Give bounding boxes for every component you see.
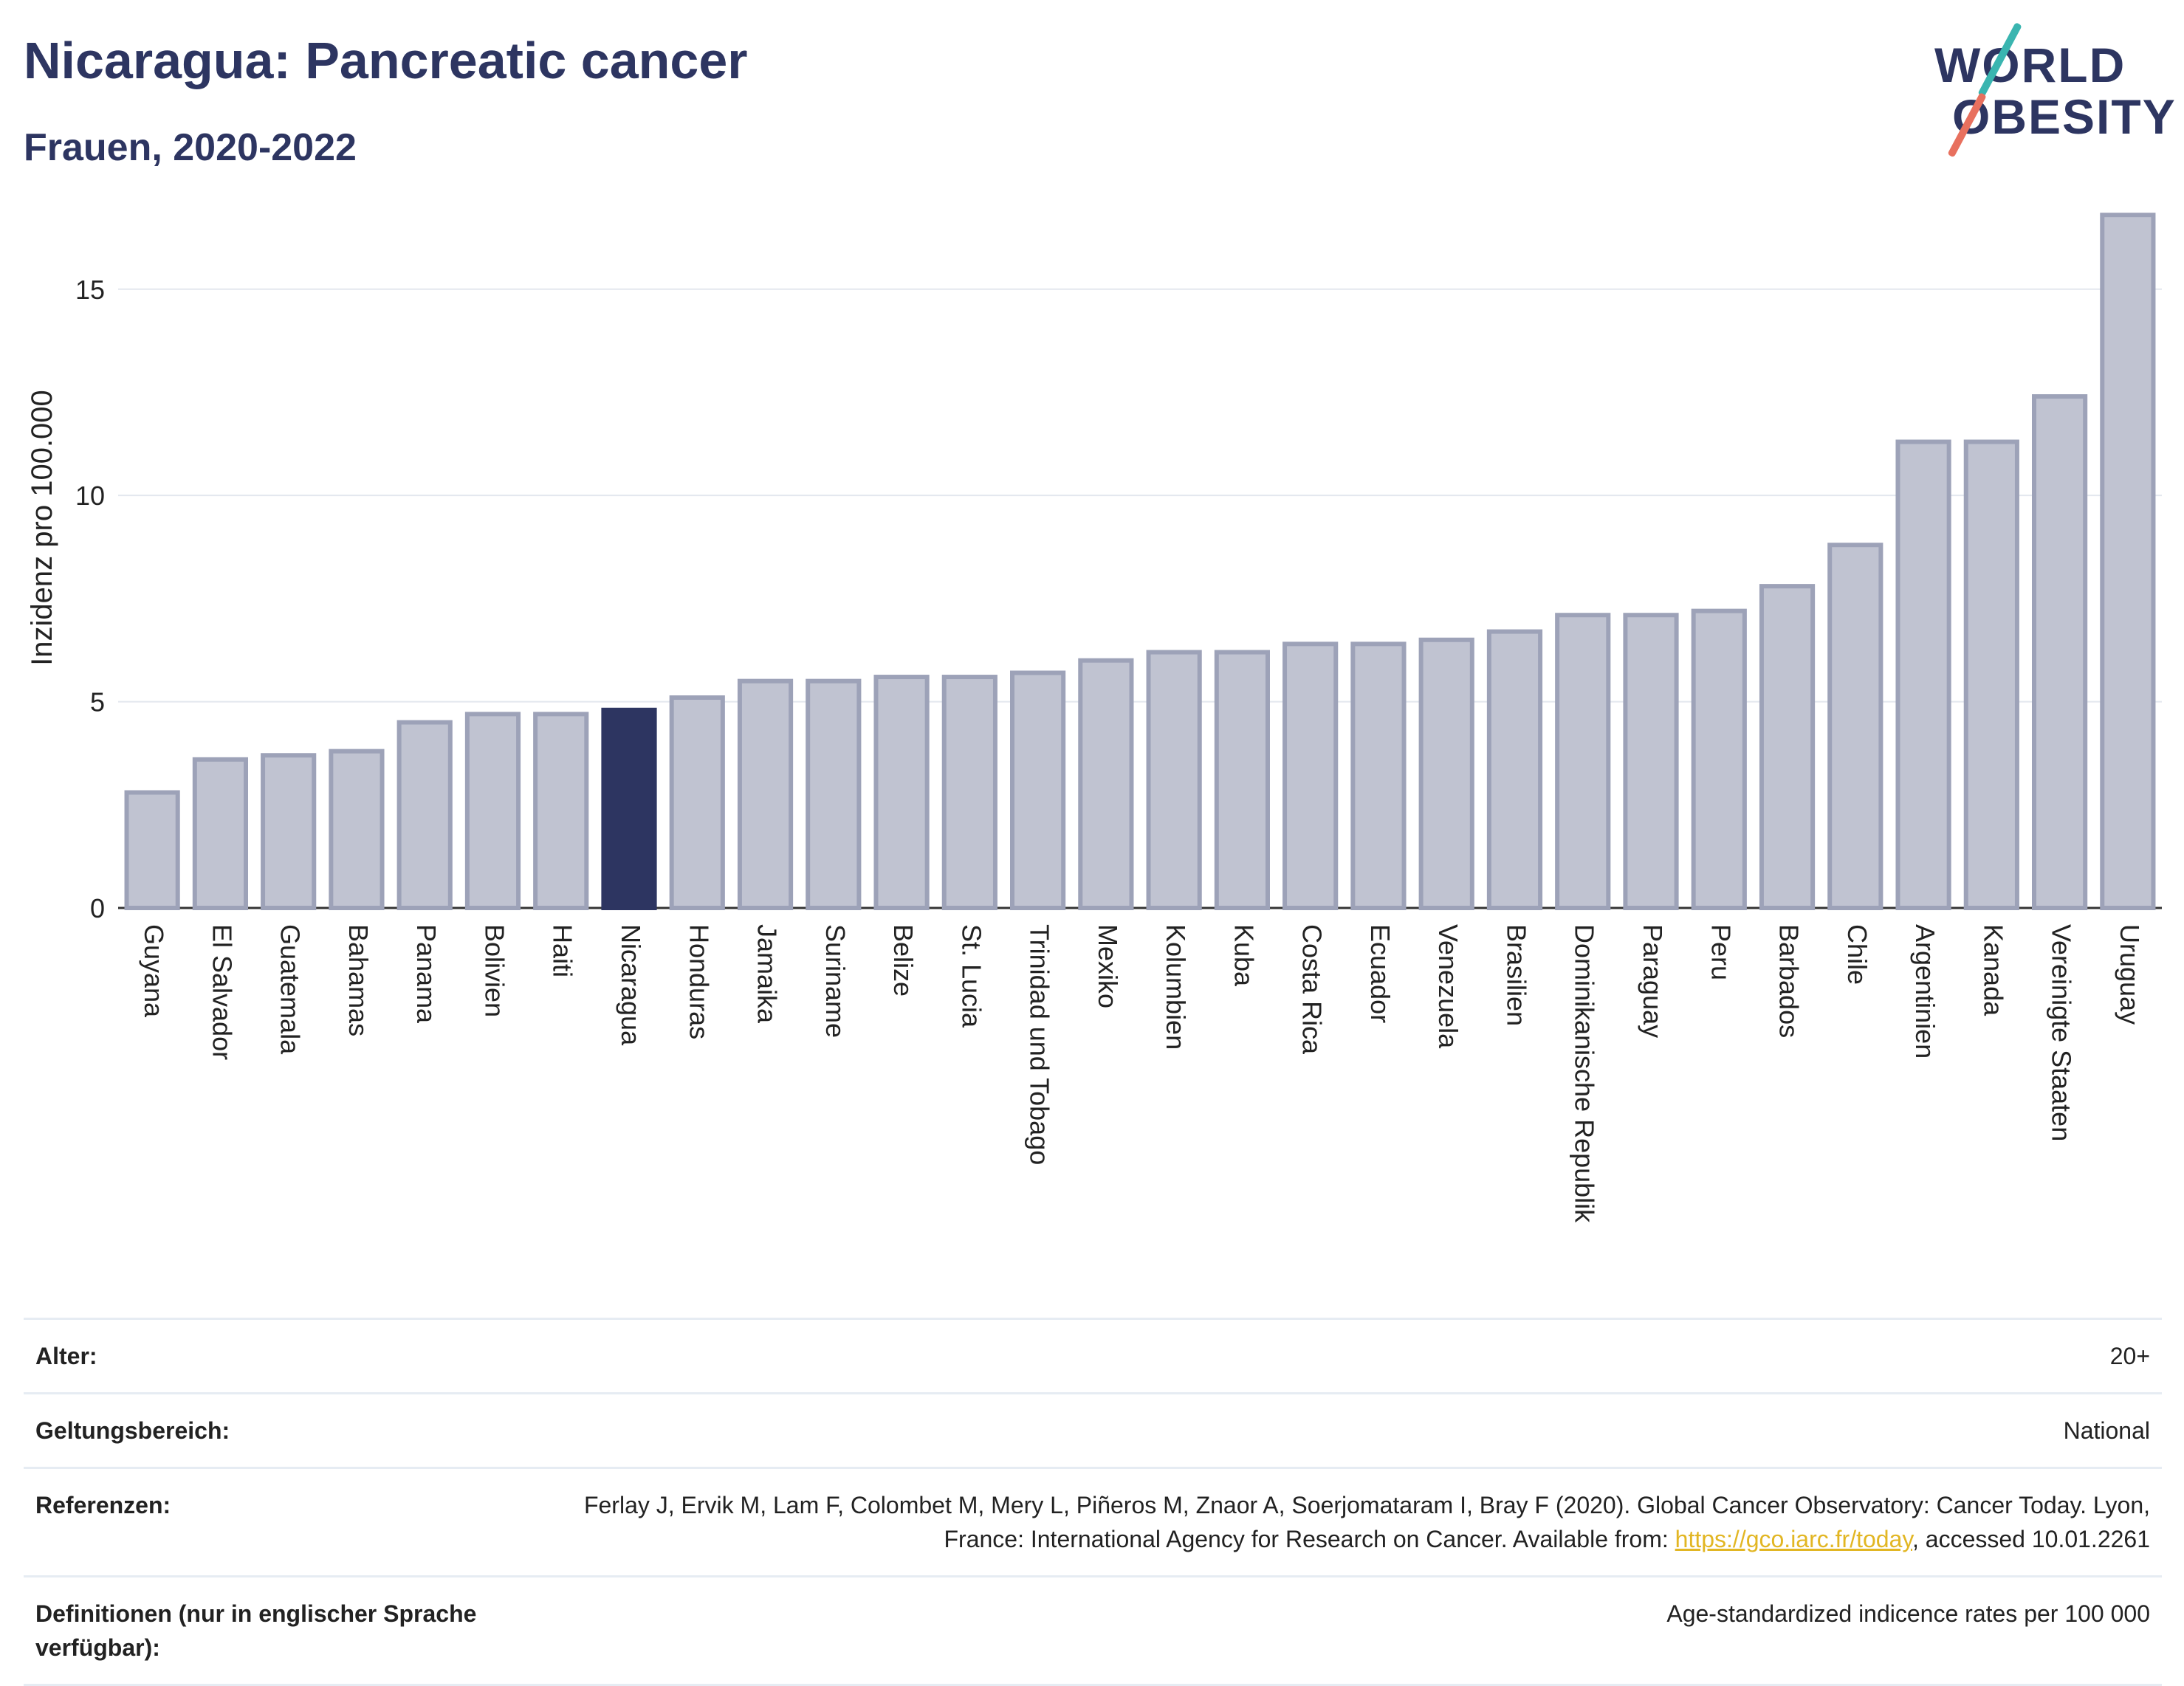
bar-costa-rica[interactable] bbox=[1282, 641, 1339, 911]
meta-value: Age-standardized indicence rates per 100… bbox=[1666, 1600, 2150, 1627]
meta-row-definitions: Definitionen (nur in englischer Sprache … bbox=[24, 1575, 2162, 1686]
bar-dominikanische-republik[interactable] bbox=[1555, 613, 1611, 910]
x-tick-label: Panama bbox=[411, 924, 442, 1024]
x-tick-label: Paraguay bbox=[1638, 924, 1668, 1038]
bar-nicaragua[interactable] bbox=[601, 707, 657, 910]
chart-subtitle: Frauen, 2020-2022 bbox=[24, 126, 357, 169]
bar-guyana[interactable] bbox=[124, 790, 180, 910]
x-tick-label: Honduras bbox=[684, 924, 714, 1039]
meta-row-references: Referenzen: Ferlay J, Ervik M, Lam F, Co… bbox=[24, 1467, 2162, 1575]
bar-bahamas[interactable] bbox=[329, 749, 385, 910]
y-tick-label: 15 bbox=[75, 275, 105, 305]
bar-guatemala[interactable] bbox=[261, 753, 317, 910]
bar-st-lucia[interactable] bbox=[941, 675, 997, 910]
bar-honduras[interactable] bbox=[669, 695, 725, 910]
world-obesity-logo[interactable]: WORLD OBESITY bbox=[1920, 22, 2175, 158]
bar-argentinien[interactable] bbox=[1895, 439, 1951, 910]
reference-accessed: , accessed 10.01.2261 bbox=[1912, 1526, 2150, 1552]
x-tick-label: Barbados bbox=[1774, 924, 1804, 1038]
bar-kolumbien[interactable] bbox=[1146, 650, 1202, 910]
x-tick-label: Guatemala bbox=[275, 924, 306, 1055]
bar-uruguay[interactable] bbox=[2100, 213, 2156, 911]
bar-mexiko[interactable] bbox=[1078, 658, 1134, 910]
bar-peru[interactable] bbox=[1691, 608, 1747, 910]
logo-line1: WORLD bbox=[1934, 38, 2126, 92]
x-tick-label: Kuba bbox=[1229, 924, 1259, 987]
meta-row-scope: Geltungsbereich: National bbox=[24, 1392, 2162, 1467]
bar-ecuador[interactable] bbox=[1350, 641, 1407, 911]
bar-chart: 0 5 10 15 Guyana El Salvador Guatemala Bahamas… bbox=[26, 213, 2162, 1223]
x-axis-labels: Guyana El Salvador Guatemala Bahamas Panama B… bbox=[139, 924, 2145, 1223]
x-tick-label: Haiti bbox=[548, 924, 578, 977]
x-tick-label: Peru bbox=[1706, 924, 1736, 980]
x-tick-label: Suriname bbox=[820, 924, 851, 1038]
x-tick-label: Bahamas bbox=[343, 924, 374, 1036]
y-axis: 0 5 10 15 bbox=[75, 275, 105, 923]
x-tick-label: Belize bbox=[888, 924, 918, 997]
x-tick-label: Bolivien bbox=[479, 924, 509, 1017]
bar-vereinigte-staaten[interactable] bbox=[2032, 394, 2088, 910]
x-tick-label: Kanada bbox=[1978, 924, 2008, 1016]
chart-title: Nicaragua: Pancreatic cancer bbox=[24, 32, 748, 89]
bar-belize[interactable] bbox=[873, 675, 930, 910]
x-tick-label: Kolumbien bbox=[1161, 924, 1191, 1050]
meta-value: 20+ bbox=[2109, 1343, 2150, 1369]
meta-key: Geltungsbereich: bbox=[35, 1417, 230, 1444]
bar-jamaika[interactable] bbox=[737, 678, 794, 910]
meta-key: Alter: bbox=[35, 1343, 97, 1369]
x-tick-label: Vereinigte Staaten bbox=[2047, 924, 2077, 1141]
bar-el-salvador[interactable] bbox=[192, 757, 248, 911]
bar-kanada[interactable] bbox=[1963, 439, 2019, 910]
x-tick-label: Jamaika bbox=[752, 924, 783, 1024]
meta-value: National bbox=[2063, 1417, 2150, 1444]
x-tick-label: Argentinien bbox=[1910, 924, 1940, 1059]
reference-link[interactable]: https://gco.iarc.fr/today bbox=[1675, 1526, 1912, 1552]
x-tick-label: Trinidad und Tobago bbox=[1025, 924, 1055, 1165]
bar-chile[interactable] bbox=[1827, 543, 1883, 910]
x-tick-label: Mexiko bbox=[1093, 924, 1123, 1008]
x-tick-label: Chile bbox=[1842, 924, 1872, 985]
x-tick-label: Nicaragua bbox=[616, 924, 646, 1046]
logo-line2: OBESITY bbox=[1952, 89, 2177, 144]
bar-venezuela[interactable] bbox=[1418, 637, 1474, 910]
y-tick-label: 5 bbox=[90, 687, 105, 718]
x-tick-label: Venezuela bbox=[1433, 924, 1463, 1049]
x-tick-label: Ecuador bbox=[1365, 924, 1395, 1023]
x-tick-label: Dominikanische Republik bbox=[1570, 924, 1600, 1223]
meta-key: Referenzen: bbox=[35, 1492, 171, 1518]
bar-haiti[interactable] bbox=[533, 712, 589, 911]
bar-trinidad-und-tobago[interactable] bbox=[1010, 670, 1066, 910]
y-axis-label: Inzidenz pro 100.000 bbox=[26, 390, 58, 666]
x-tick-label: Brasilien bbox=[1501, 924, 1531, 1026]
bar-paraguay[interactable] bbox=[1623, 613, 1679, 910]
x-tick-label: El Salvador bbox=[207, 924, 237, 1060]
bars bbox=[124, 213, 2156, 911]
x-tick-label: Uruguay bbox=[2115, 924, 2145, 1025]
bar-panama[interactable] bbox=[396, 720, 453, 910]
bar-kuba[interactable] bbox=[1214, 650, 1271, 910]
y-tick-label: 0 bbox=[90, 893, 105, 923]
x-tick-label: Guyana bbox=[139, 924, 169, 1018]
bar-barbados[interactable] bbox=[1759, 584, 1816, 911]
metadata-table: Alter: 20+ Geltungsbereich: National Ref… bbox=[24, 1318, 2162, 1686]
gridlines bbox=[118, 288, 2162, 909]
bar-brasilien[interactable] bbox=[1486, 629, 1543, 911]
meta-value: Ferlay J, Ervik M, Lam F, Colombet M, Me… bbox=[567, 1488, 2150, 1556]
reference-text: Ferlay J, Ervik M, Lam F, Colombet M, Me… bbox=[583, 1492, 2150, 1552]
bar-suriname[interactable] bbox=[806, 678, 862, 910]
meta-key: Definitionen (nur in englischer Sprache … bbox=[35, 1600, 477, 1661]
x-tick-label: St. Lucia bbox=[956, 924, 986, 1028]
meta-row-age: Alter: 20+ bbox=[24, 1318, 2162, 1392]
bar-bolivien[interactable] bbox=[464, 712, 521, 911]
y-tick-label: 10 bbox=[75, 481, 105, 511]
x-tick-label: Costa Rica bbox=[1297, 924, 1328, 1055]
